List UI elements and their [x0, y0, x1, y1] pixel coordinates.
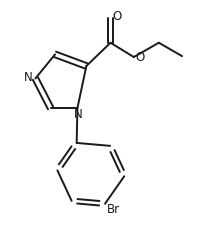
Text: N: N [23, 71, 32, 84]
Text: N: N [74, 108, 83, 121]
Text: Br: Br [106, 202, 120, 216]
Text: O: O [135, 52, 144, 64]
Text: O: O [113, 10, 122, 23]
